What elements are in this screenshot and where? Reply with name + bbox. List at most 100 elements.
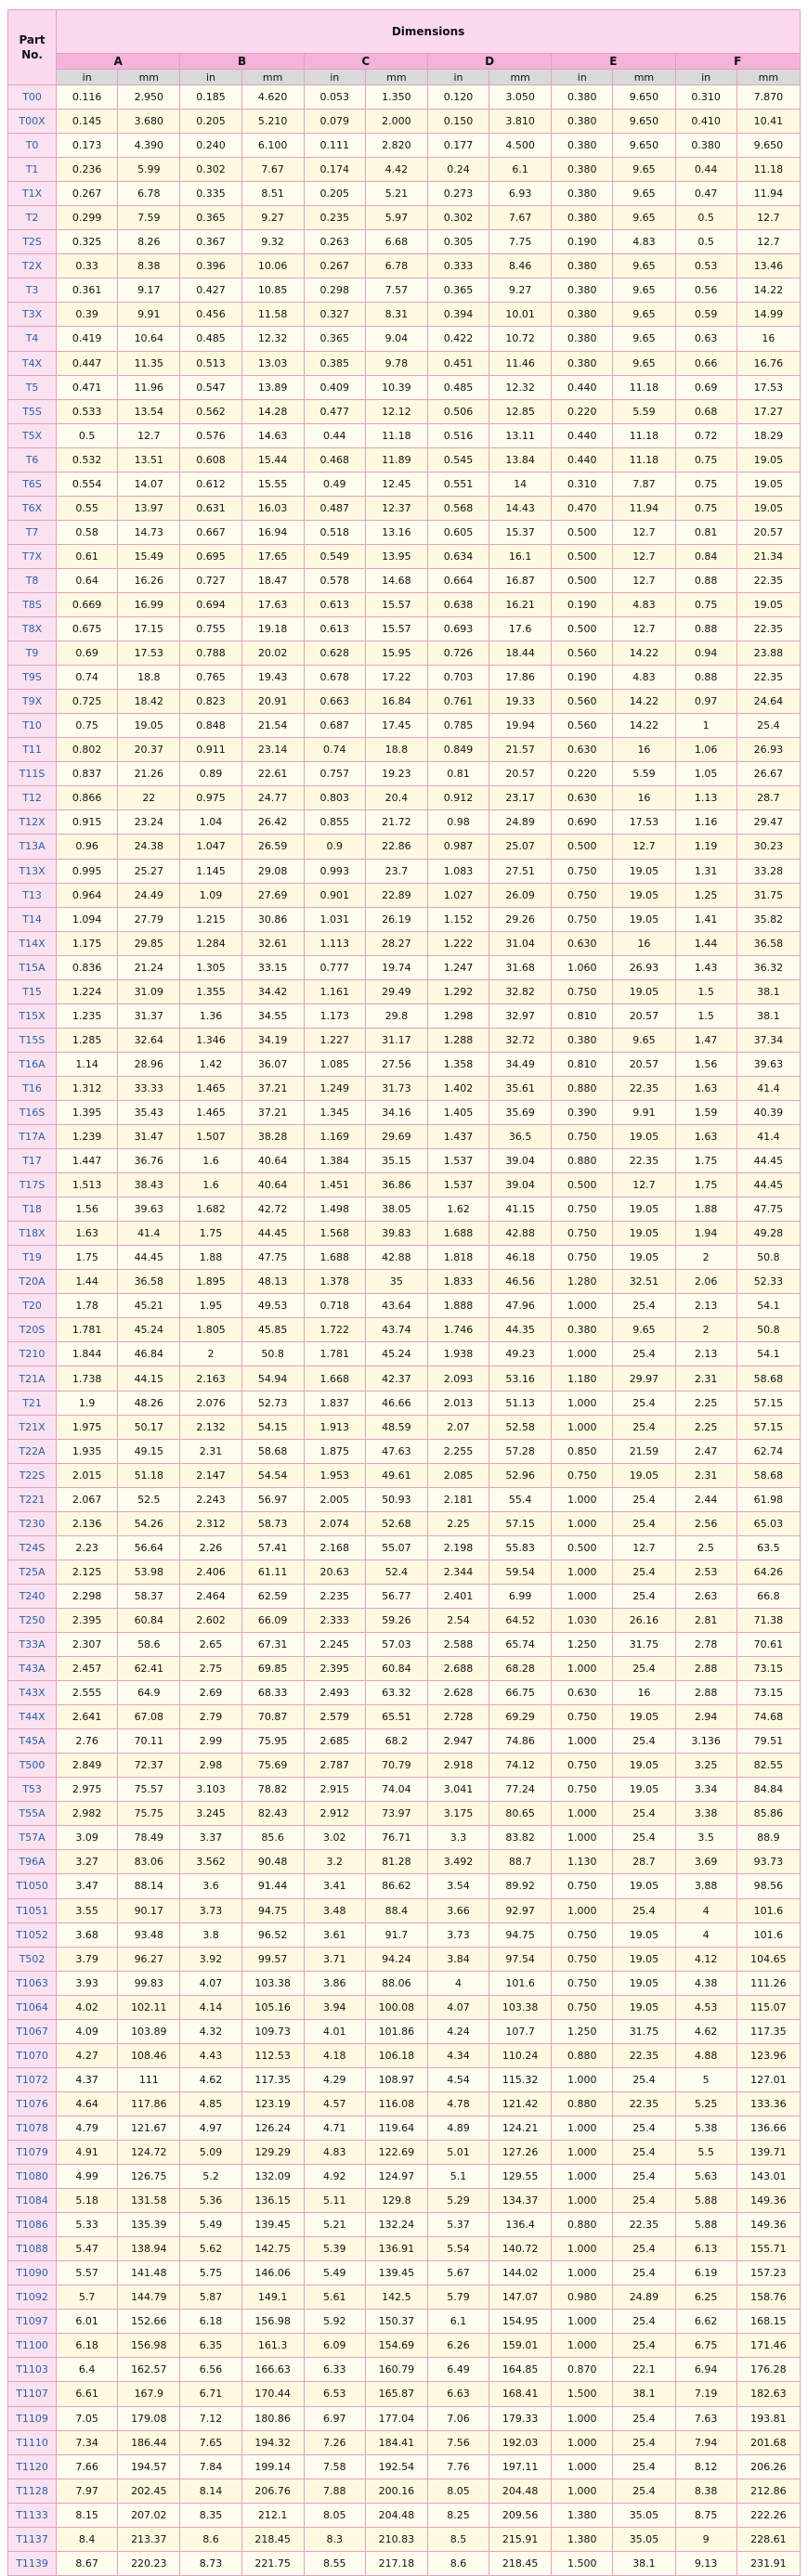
dimension-cell: 83.06 <box>117 1849 181 1875</box>
dimension-cell: 6.53 <box>303 2381 366 2407</box>
dimension-cell: 3.73 <box>179 1897 242 1923</box>
dimension-cell: 1.953 <box>303 1462 366 1488</box>
dimension-cell: 3.8 <box>179 1922 242 1948</box>
dimension-cell: 0.220 <box>551 761 614 787</box>
dimension-cell: 210.83 <box>364 2526 428 2552</box>
dimension-cell: 6.94 <box>674 2357 737 2383</box>
dimension-cell: 13.97 <box>117 495 181 521</box>
part-number-cell: T0 <box>7 133 58 159</box>
dimension-cell: 4.02 <box>56 1994 119 2020</box>
dimension-cell: 34.42 <box>241 978 305 1004</box>
dimension-cell: 135.39 <box>117 2212 181 2238</box>
dimension-cell: 64.9 <box>117 1680 181 1706</box>
dimension-cell: 117.35 <box>241 2066 305 2092</box>
dimension-cell: 19.05 <box>612 882 676 908</box>
dimension-cell: 44.45 <box>736 1172 801 1198</box>
dimension-cell: 129.55 <box>489 2164 553 2190</box>
dimension-cell: 201.68 <box>736 2429 801 2455</box>
part-number-cell: T2 <box>7 205 58 231</box>
dimension-cell: 0.500 <box>551 519 614 545</box>
dimension-cell: 3.3 <box>426 1825 490 1851</box>
dimension-cell: 22.61 <box>241 761 305 787</box>
dimension-cell: 31.04 <box>489 930 553 956</box>
dimension-cell: 0.367 <box>179 229 242 255</box>
dimension-cell: 101.6 <box>736 1922 801 1948</box>
dimension-cell: 0.631 <box>179 495 242 521</box>
dimension-cell: 31.37 <box>117 1003 181 1029</box>
part-number-cell: T1133 <box>7 2502 58 2528</box>
dimension-cell: 99.83 <box>117 1970 181 1996</box>
dimension-cell: 1.000 <box>551 2309 614 2335</box>
table-row: T22S 2.015 51.18 2.147 54.54 1.953 49.61 2.085 5… <box>7 1462 801 1488</box>
table-body: T00 0.116 2.950 0.185 4.620 0.053 1.350 0.120 3.… <box>7 84 801 2576</box>
dimension-cell: 131.58 <box>117 2188 181 2214</box>
dimension-cell: 4.64 <box>56 2091 119 2116</box>
dimension-cell: 0.235 <box>303 205 366 231</box>
dimension-cell: 0.33 <box>56 253 119 279</box>
table-row: T15S 1.285 32.64 1.346 34.19 1.227 31.17 1.288 3… <box>7 1027 801 1053</box>
dimension-cell: 2.81 <box>674 1607 737 1634</box>
dimension-cell: 1.14 <box>56 1051 119 1077</box>
dimension-cell: 4.62 <box>674 2018 737 2044</box>
column-header-b: B <box>179 53 305 70</box>
part-number-cell: T6S <box>7 471 58 497</box>
dimension-cell: 0.190 <box>551 591 614 618</box>
dimension-cell: 164.85 <box>489 2357 553 2383</box>
dimension-cell: 96.52 <box>241 1922 305 1948</box>
table-row: T9X 0.725 18.42 0.823 20.91 0.663 16.84 0.761 19… <box>7 689 801 715</box>
dimension-cell: 2.401 <box>426 1583 490 1609</box>
dimension-cell: 40.39 <box>736 1099 801 1126</box>
dimension-cell: 52.5 <box>117 1486 181 1512</box>
dimension-cell: 18.29 <box>736 422 801 448</box>
dimension-cell: 53.16 <box>489 1366 553 1392</box>
dimension-cell: 75.95 <box>241 1728 305 1754</box>
dimension-cell: 25.4 <box>612 2429 676 2455</box>
dimension-cell: 22.35 <box>612 2042 676 2068</box>
dimension-cell: 9.650 <box>612 84 676 110</box>
dimension-cell: 3.34 <box>674 1777 737 1803</box>
part-number-cell: T11 <box>7 737 58 763</box>
dimension-cell: 40.64 <box>241 1148 305 1174</box>
dimension-cell: 49.15 <box>117 1438 181 1464</box>
part-number-cell: T43X <box>7 1680 58 1706</box>
dimension-cell: 2.69 <box>179 1680 242 1706</box>
dimension-cell: 2.602 <box>179 1607 242 1634</box>
dimension-cell: 19.05 <box>736 591 801 618</box>
dimension-cell: 0.120 <box>426 84 490 110</box>
dimension-cell: 57.28 <box>489 1438 553 1464</box>
dimension-cell: 0.302 <box>179 157 242 183</box>
dimension-cell: 0.310 <box>674 84 737 110</box>
dimension-cell: 23.14 <box>241 737 305 763</box>
dimension-cell: 6.63 <box>426 2381 490 2407</box>
dimension-cell: 192.54 <box>364 2453 428 2479</box>
dimension-cell: 5 <box>674 2066 737 2092</box>
dimension-cell: 4.83 <box>303 2139 366 2166</box>
dimension-cell: 3.73 <box>426 1922 490 1948</box>
dimension-cell: 12.32 <box>241 326 305 352</box>
dimension-cell: 6.62 <box>674 2309 737 2335</box>
part-number-cell: T5 <box>7 374 58 400</box>
dimension-cell: 9.27 <box>241 205 305 231</box>
dimension-cell: 11.35 <box>117 350 181 376</box>
dimension-cell: 3.71 <box>303 1946 366 1972</box>
dimension-cell: 9.65 <box>612 302 676 328</box>
dimension-cell: 0.5 <box>56 422 119 448</box>
dimension-cell: 13.84 <box>489 447 553 472</box>
dimension-cell: 25.4 <box>612 1486 676 1512</box>
dimension-cell: 176.28 <box>736 2357 801 2383</box>
table-row: T1078 4.79 121.67 4.97 126.24 4.71 119.64 4.89 1… <box>7 2115 801 2141</box>
dimension-cell: 50.8 <box>736 1245 801 1271</box>
dimension-cell: 5.88 <box>674 2212 737 2238</box>
header-row-units: in mm in mm in mm in mm in mm in mm <box>8 69 801 85</box>
dimension-cell: 1.537 <box>426 1148 490 1174</box>
table-row: T6X 0.55 13.97 0.631 16.03 0.487 12.37 0.568 14.… <box>7 495 801 521</box>
dimension-cell: 31.73 <box>364 1075 428 1101</box>
dimension-cell: 1.844 <box>56 1341 119 1367</box>
part-number-cell: T57A <box>7 1825 58 1851</box>
unit-header-mm: mm <box>241 69 305 85</box>
part-number-cell: T96A <box>7 1849 58 1875</box>
dimension-cell: 117.86 <box>117 2091 181 2116</box>
dimension-cell: 5.36 <box>179 2188 242 2214</box>
dimension-cell: 12.7 <box>117 422 181 448</box>
